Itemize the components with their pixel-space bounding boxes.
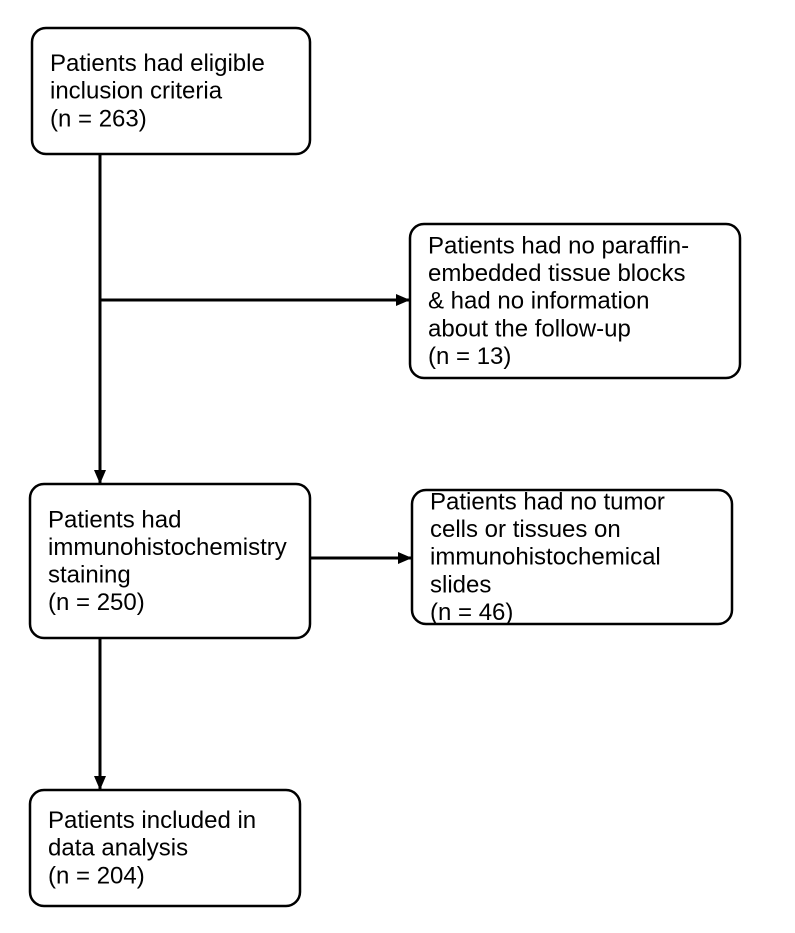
flow-node-text: (n = 263): [50, 105, 147, 132]
flow-node-no-paraffin: Patients had no paraffin-embedded tissue…: [410, 224, 740, 378]
flow-node-text: Patients had eligible: [50, 50, 265, 77]
flow-node-text: staining: [48, 562, 131, 589]
flow-node-text: inclusion criteria: [50, 78, 223, 105]
flow-node-text: & had no information: [428, 288, 649, 315]
flow-node-text: Patients included in: [48, 807, 256, 834]
flow-node-text: Patients had no tumor: [430, 489, 665, 516]
flow-node-text: cells or tissues on: [430, 516, 621, 543]
flow-node-included: Patients included indata analysis(n = 20…: [30, 790, 300, 906]
flow-node-text: (n = 204): [48, 862, 145, 889]
flow-node-text: slides: [430, 571, 491, 598]
flow-node-ihc-staining: Patients hadimmunohistochemistrystaining…: [30, 484, 310, 638]
flow-node-text: (n = 250): [48, 589, 145, 616]
flow-node-text: Patients had no paraffin-: [428, 233, 689, 260]
flow-node-text: Patients had: [48, 506, 181, 533]
flow-node-text: (n = 13): [428, 343, 511, 370]
flow-node-text: about the follow-up: [428, 315, 631, 342]
flow-node-text: data analysis: [48, 835, 188, 862]
flow-node-eligible: Patients had eligibleinclusion criteria(…: [32, 28, 310, 154]
flow-node-text: immunohistochemistry: [48, 534, 287, 561]
flow-node-text: embedded tissue blocks: [428, 260, 685, 287]
flow-node-text: immunohistochemical: [430, 544, 661, 571]
flow-node-no-tumor: Patients had no tumorcells or tissues on…: [412, 489, 732, 626]
flow-node-text: (n = 46): [430, 599, 513, 626]
